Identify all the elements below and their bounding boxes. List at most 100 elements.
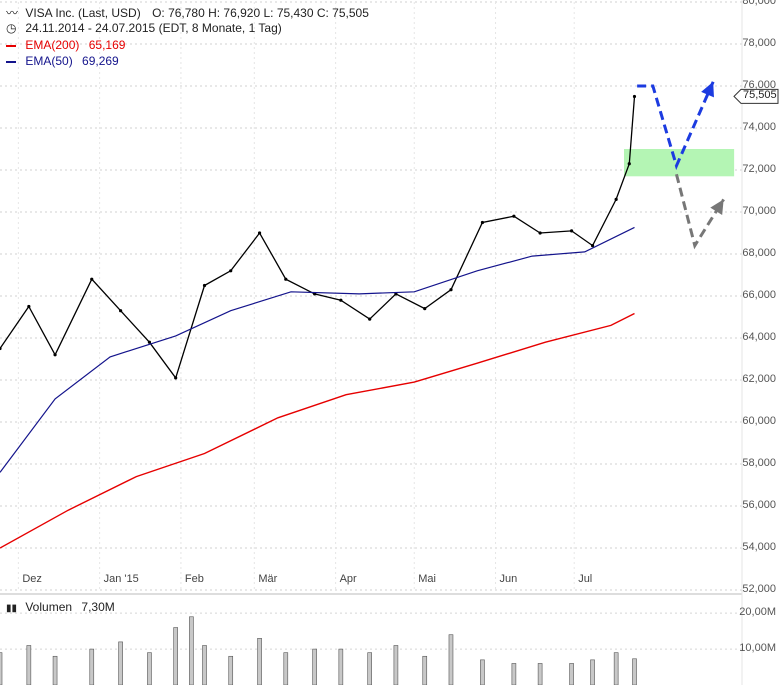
- volume-bar: [283, 652, 289, 685]
- volume-bar: [367, 652, 372, 685]
- price-point: [147, 340, 152, 344]
- forecast-primary-arrow-head: [701, 81, 714, 98]
- price-point: [90, 277, 94, 281]
- instrument-title: VISA Inc. (Last, USD): [25, 6, 141, 20]
- x-tick-label: Jul: [578, 573, 593, 585]
- ema200-line: [0, 312, 635, 549]
- y-tick-label: 78,000: [742, 37, 776, 49]
- price-point: [202, 283, 207, 288]
- ema50-value: 69,269: [82, 54, 119, 68]
- y-tick-label: 64,000: [742, 331, 776, 343]
- price-point: [423, 307, 427, 311]
- price-point: [590, 244, 595, 248]
- volume-bar: [118, 641, 123, 685]
- volume-bar: [26, 645, 32, 685]
- ema200-label: EMA(200): [25, 38, 80, 52]
- price-point: [174, 376, 178, 380]
- volume-tick-label: 10,00M: [739, 642, 776, 655]
- y-tick-label: 60,000: [742, 415, 776, 427]
- y-tick-label: 54,000: [742, 541, 776, 553]
- price-point: [229, 269, 233, 273]
- indicator-lines: [0, 94, 637, 549]
- y-tick-label: 70,000: [742, 205, 776, 217]
- volume-bar: [393, 645, 399, 685]
- date-range: 24.11.2014 - 24.07.2015 (EDT, 8 Monate, …: [25, 21, 282, 35]
- price-point: [339, 298, 343, 302]
- volume-bar: [89, 648, 95, 685]
- y-tick-label: 72,000: [742, 163, 776, 175]
- volume-label: Volumen: [25, 600, 73, 614]
- ema50-swatch: [6, 60, 16, 63]
- last-price-marker: [733, 88, 779, 104]
- last-price-label: 75,505: [743, 89, 777, 102]
- forecast-arrows: [637, 81, 725, 250]
- y-tick-label: 52,000: [742, 583, 776, 595]
- y-tick-label: 80,000: [742, 0, 776, 7]
- header-title-row: 〰 VISA Inc. (Last, USD) O: 76,780 H: 76,…: [6, 4, 369, 21]
- volume-bar: [613, 652, 619, 685]
- y-tick-label: 62,000: [742, 373, 776, 385]
- x-tick-label: Apr: [339, 573, 357, 585]
- x-tick-label: Feb: [184, 573, 204, 585]
- forecast-alt-arrow-head: [710, 199, 724, 215]
- ema200-swatch: [6, 44, 16, 47]
- ema50-line: [0, 226, 635, 473]
- x-tick-label: Dez: [22, 573, 42, 585]
- volume-bar: [590, 659, 595, 685]
- price-point: [119, 309, 123, 313]
- price-point: [284, 277, 288, 281]
- legend-ema200[interactable]: EMA(200) 65,169: [6, 38, 125, 52]
- ohlc-values: O: 76,780 H: 76,920 L: 75,430 C: 75,505: [152, 6, 369, 20]
- volume-value: 7,30M: [81, 600, 115, 614]
- volume-bar: [569, 663, 574, 685]
- legend-ema50[interactable]: EMA(50) 69,269: [6, 54, 119, 68]
- price-point: [569, 229, 574, 233]
- price-point: [512, 214, 516, 218]
- volume-bar: [511, 663, 517, 685]
- volume-bar: [312, 648, 317, 685]
- volume-bar: [422, 655, 428, 685]
- price-point: [614, 197, 618, 201]
- x-tick-label: Jan '15: [103, 573, 139, 585]
- y-tick-label: 76,000: [742, 79, 776, 91]
- volume-grid: [0, 612, 742, 650]
- price-series-line: [0, 96, 636, 380]
- header-range-row: ◷ 24.11.2014 - 24.07.2015 (EDT, 8 Monate…: [6, 21, 282, 35]
- price-point: [480, 220, 485, 225]
- ema50-label: EMA(50): [25, 54, 73, 68]
- grid: [0, 0, 743, 685]
- ema200-value: 65,169: [88, 38, 126, 52]
- volume-bar: [173, 627, 178, 685]
- price-point: [368, 317, 372, 321]
- y-tick-label: 58,000: [742, 457, 776, 469]
- volume-bar: [228, 655, 234, 685]
- price-point: [449, 288, 453, 292]
- volume-bar: [147, 652, 152, 685]
- forecast-primary-arrow-path: [637, 81, 715, 171]
- volume-bar: [632, 658, 637, 685]
- volume-bar: [480, 659, 485, 685]
- price-point: [27, 304, 31, 309]
- y-tick-label: 56,000: [742, 499, 776, 511]
- volume-bar: [52, 655, 58, 685]
- volume-bar: [537, 663, 543, 685]
- volume-legend: ▮▮ Volumen 7,30M: [6, 600, 115, 614]
- x-tick-label: Mai: [418, 573, 436, 585]
- volume-bar: [0, 652, 3, 685]
- volume-bar: [189, 616, 194, 685]
- volume-bar: [338, 648, 344, 685]
- y-tick-label: 66,000: [742, 289, 776, 301]
- chart-icon: 〰: [6, 6, 19, 20]
- price-point: [53, 353, 57, 357]
- volume-bar: [257, 638, 262, 685]
- volume-bars: [0, 616, 637, 685]
- last-price-tag: [733, 88, 779, 104]
- price-point: [0, 346, 2, 351]
- y-tick-label: 74,000: [742, 121, 776, 133]
- volume-icon: ▮▮: [6, 603, 18, 614]
- price-point: [632, 94, 637, 99]
- clock-icon: ◷: [6, 21, 17, 35]
- price-point: [538, 231, 542, 235]
- y-tick-label: 68,000: [742, 247, 776, 259]
